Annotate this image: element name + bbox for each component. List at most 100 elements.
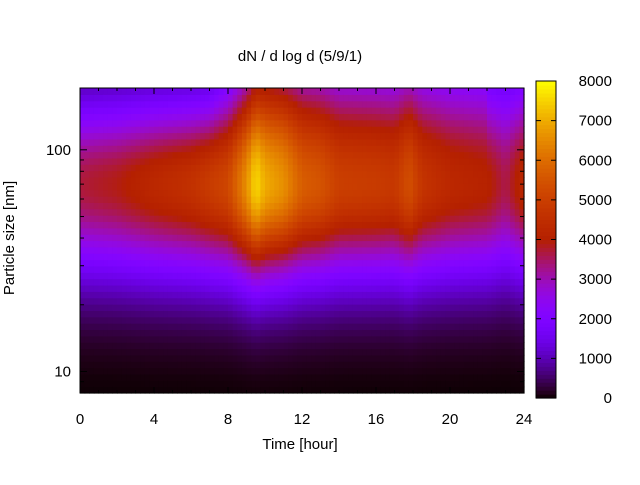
chart-title: dN / d log d (5/9/1) <box>238 48 362 65</box>
heatmap-cell <box>339 157 345 165</box>
heatmap-cell <box>417 373 423 381</box>
heatmap-cell <box>181 310 187 318</box>
heatmap-cell <box>440 132 446 140</box>
heatmap-cell <box>172 126 178 134</box>
heatmap-cell <box>135 278 141 286</box>
heatmap-cell <box>403 183 409 191</box>
heatmap-cell <box>491 240 497 248</box>
heatmap-cell <box>325 183 331 191</box>
heatmap-cell <box>172 342 178 350</box>
heatmap-cell <box>80 164 86 172</box>
heatmap-cell <box>426 367 433 375</box>
heatmap-cell <box>426 88 433 95</box>
heatmap-cell <box>348 107 354 115</box>
heatmap-cell <box>366 367 372 375</box>
heatmap-cell <box>283 348 289 356</box>
heatmap-cell <box>274 113 280 121</box>
heatmap-cell <box>463 132 470 140</box>
heatmap-cell <box>399 100 405 108</box>
heatmap-cell <box>177 176 183 184</box>
heatmap-cell <box>315 221 322 229</box>
heatmap-cell <box>357 329 363 337</box>
heatmap-cell <box>473 196 479 203</box>
heatmap-cell <box>84 138 90 146</box>
heatmap-cell <box>297 221 303 229</box>
heatmap-cell <box>348 119 354 127</box>
heatmap-cell <box>112 316 118 324</box>
heatmap-cell <box>422 100 428 108</box>
heatmap-cell <box>329 164 335 172</box>
heatmap-cell <box>339 240 345 248</box>
heatmap-cell <box>195 246 201 254</box>
heatmap-cell <box>399 246 405 254</box>
heatmap-cell <box>126 189 132 197</box>
heatmap-cell <box>200 304 206 311</box>
heatmap-cell <box>371 119 377 127</box>
heatmap-cell <box>325 348 331 356</box>
heatmap-cell <box>315 342 322 350</box>
heatmap-cell <box>320 100 326 108</box>
colorbar-tick-label: 4000 <box>579 232 612 249</box>
heatmap-cell <box>376 246 382 254</box>
heatmap-cell <box>468 361 474 369</box>
heatmap-cell <box>389 170 396 178</box>
heatmap-cell <box>463 145 470 153</box>
heatmap-cell <box>417 202 423 210</box>
heatmap-cell <box>84 272 90 280</box>
heatmap-cell <box>325 259 331 267</box>
heatmap-cell <box>246 240 252 248</box>
heatmap-cell <box>117 100 123 108</box>
y-tick-label: 10 <box>54 364 71 381</box>
heatmap-cell <box>315 132 322 140</box>
heatmap-cell <box>149 157 155 165</box>
heatmap-cell <box>191 145 197 153</box>
heatmap-cell <box>454 202 460 210</box>
heatmap-cell <box>135 138 141 146</box>
heatmap-cell <box>491 189 497 197</box>
heatmap-cell <box>191 189 197 197</box>
heatmap-cell <box>232 342 238 350</box>
heatmap-cell <box>339 278 345 286</box>
heatmap-cell <box>186 151 192 159</box>
heatmap-cell <box>297 361 303 369</box>
heatmap-cell <box>468 234 474 242</box>
heatmap-cell <box>362 189 368 197</box>
heatmap-cell <box>177 227 183 235</box>
heatmap-cell <box>302 100 308 108</box>
heatmap-cell <box>98 94 104 102</box>
heatmap-cell <box>218 88 224 95</box>
heatmap-cell <box>232 367 238 375</box>
heatmap-cell <box>126 138 132 146</box>
heatmap-cell <box>191 259 197 267</box>
heatmap-cell <box>362 310 368 318</box>
heatmap-cell <box>135 323 141 331</box>
heatmap-cell <box>500 342 507 350</box>
heatmap-cell <box>140 284 146 292</box>
heatmap-cell <box>158 170 164 178</box>
heatmap-cell <box>352 354 359 362</box>
heatmap-cell <box>274 183 280 191</box>
heatmap-cell <box>232 164 238 172</box>
heatmap-cell <box>274 348 280 356</box>
heatmap-cell <box>496 164 502 172</box>
heatmap-cell <box>343 342 349 350</box>
heatmap-cell <box>177 316 183 324</box>
heatmap-cell <box>408 176 414 184</box>
heatmap-cell <box>135 380 141 388</box>
heatmap-cell <box>260 253 266 261</box>
heatmap-cell <box>348 291 354 299</box>
heatmap-cell <box>394 335 400 343</box>
heatmap-cell <box>334 196 340 203</box>
heatmap-cell <box>228 88 234 95</box>
heatmap-cell <box>454 329 460 337</box>
heatmap-cell <box>135 113 141 121</box>
heatmap-cell <box>468 227 474 235</box>
heatmap-cell <box>491 119 497 127</box>
heatmap-cell <box>158 202 164 210</box>
heatmap-cell <box>436 342 442 350</box>
heatmap-cell <box>288 183 294 191</box>
heatmap-cell <box>505 234 511 242</box>
heatmap-cell <box>389 373 396 381</box>
heatmap-cell <box>107 100 113 108</box>
heatmap-cell <box>93 132 100 140</box>
